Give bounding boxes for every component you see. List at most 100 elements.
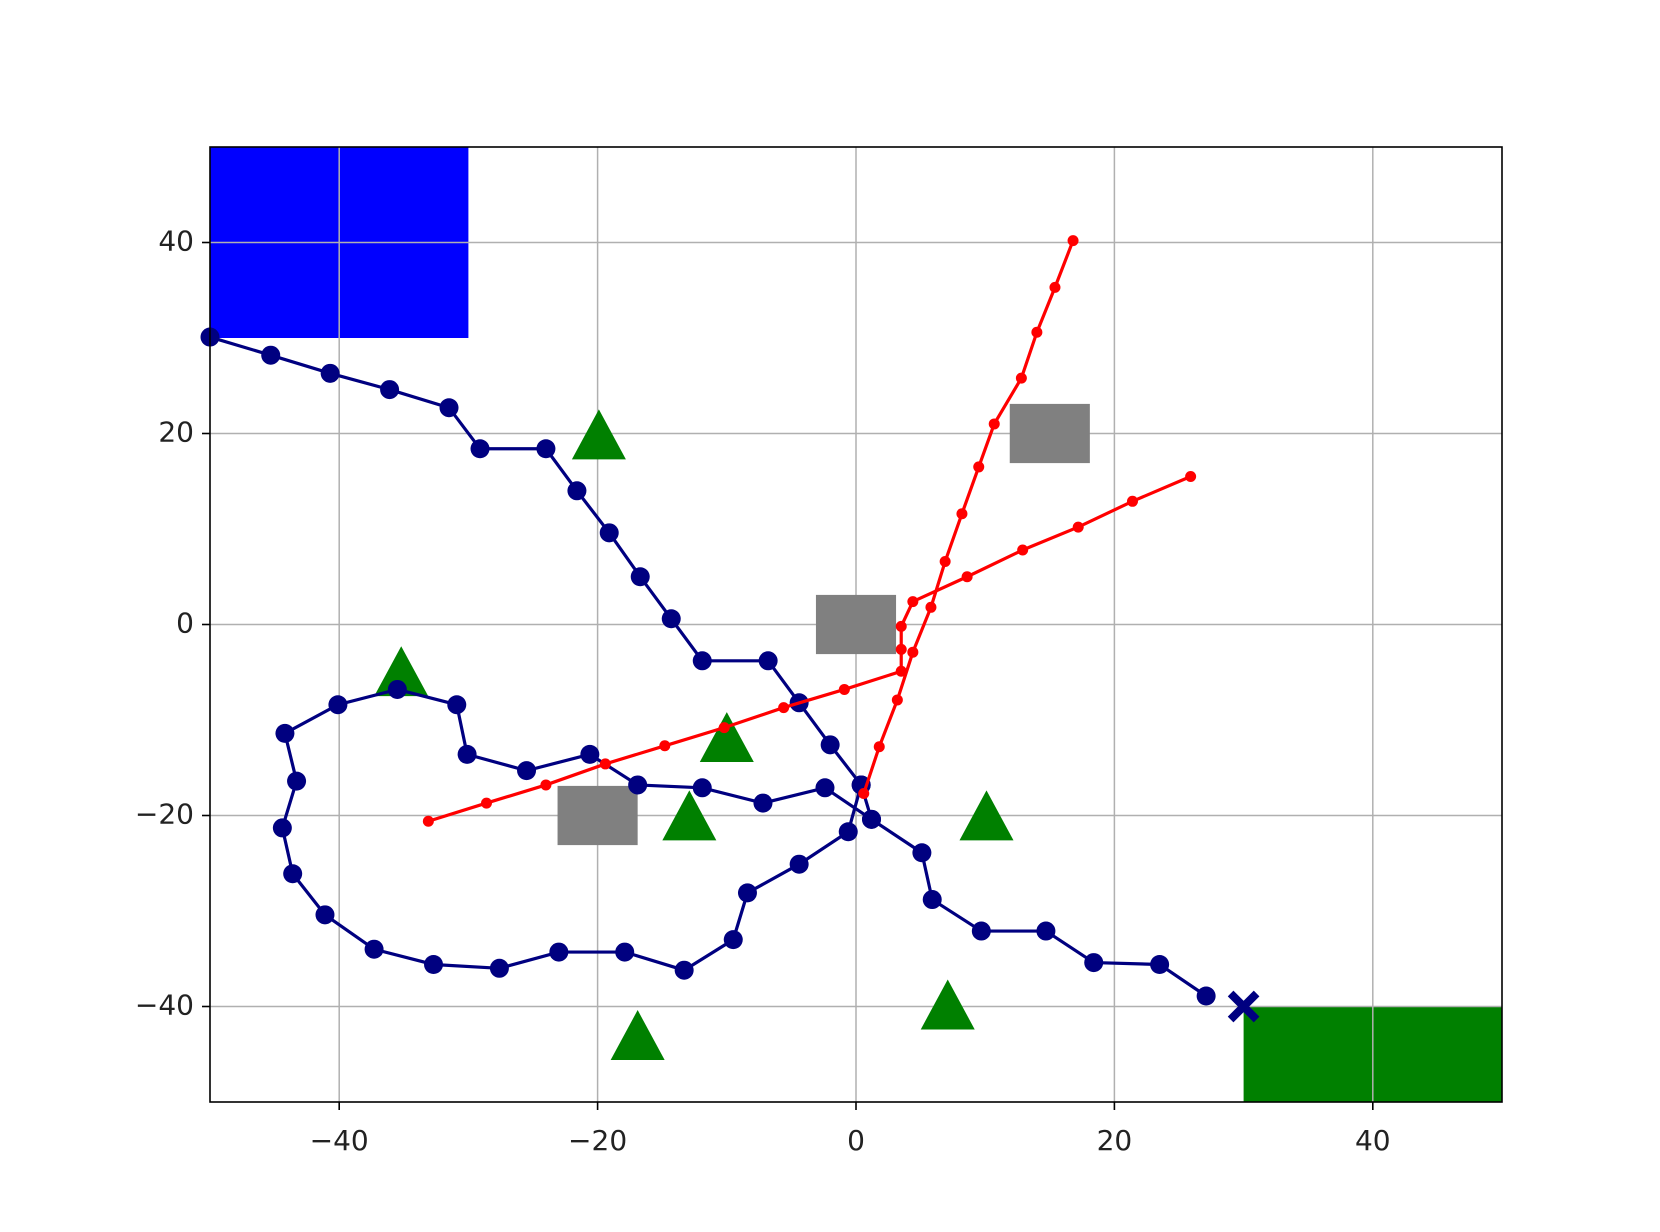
point bbox=[599, 758, 611, 770]
x-tick-label: 20 bbox=[1097, 1124, 1133, 1157]
point bbox=[692, 651, 712, 671]
point bbox=[567, 481, 587, 501]
point bbox=[895, 643, 907, 655]
point bbox=[536, 439, 556, 459]
point bbox=[1036, 921, 1056, 941]
obstacle bbox=[557, 785, 638, 846]
point bbox=[1072, 521, 1084, 533]
point bbox=[1084, 953, 1104, 973]
point bbox=[815, 778, 835, 798]
obstacle bbox=[1009, 403, 1090, 464]
triangle-marker bbox=[610, 1010, 665, 1061]
obstacle bbox=[815, 594, 897, 655]
point bbox=[895, 620, 907, 632]
point bbox=[628, 775, 648, 795]
point bbox=[907, 646, 919, 658]
point bbox=[971, 921, 991, 941]
y-tick-label: −20 bbox=[135, 798, 194, 831]
triangle-marker bbox=[920, 979, 975, 1030]
triangle-marker bbox=[662, 790, 717, 841]
point bbox=[1015, 372, 1027, 384]
point bbox=[961, 571, 973, 583]
point bbox=[1196, 986, 1216, 1006]
point bbox=[778, 702, 790, 714]
point bbox=[753, 793, 773, 813]
point bbox=[820, 735, 840, 755]
point bbox=[275, 723, 295, 743]
point bbox=[261, 345, 281, 365]
point bbox=[1126, 495, 1138, 507]
point bbox=[925, 601, 937, 613]
point bbox=[692, 778, 712, 798]
triangle-marker bbox=[959, 790, 1014, 841]
point bbox=[489, 958, 509, 978]
point bbox=[723, 930, 743, 950]
point bbox=[718, 722, 730, 734]
y-tick-label: −40 bbox=[135, 989, 194, 1022]
point bbox=[895, 665, 907, 677]
point bbox=[272, 818, 292, 838]
point bbox=[630, 567, 650, 587]
point bbox=[549, 942, 569, 962]
point bbox=[956, 508, 968, 520]
triangle-marker bbox=[374, 646, 429, 697]
point bbox=[517, 761, 537, 781]
point bbox=[922, 890, 942, 910]
point bbox=[320, 363, 340, 383]
point bbox=[1185, 470, 1197, 482]
point bbox=[439, 398, 459, 418]
y-tick-label: 40 bbox=[158, 225, 194, 258]
point bbox=[912, 843, 932, 863]
point bbox=[873, 741, 885, 753]
point bbox=[838, 822, 858, 842]
point bbox=[862, 809, 882, 829]
point bbox=[1017, 544, 1029, 556]
x-tick-label: −40 bbox=[310, 1124, 369, 1157]
point bbox=[737, 883, 757, 903]
point bbox=[470, 439, 490, 459]
point bbox=[891, 694, 903, 706]
point bbox=[858, 788, 870, 800]
triangle-marker bbox=[699, 712, 754, 763]
x-tick-label: 40 bbox=[1355, 1124, 1391, 1157]
point bbox=[387, 679, 407, 699]
point bbox=[939, 555, 951, 567]
triangle-marker bbox=[571, 409, 626, 460]
point bbox=[659, 740, 671, 752]
y-tick-label: 20 bbox=[158, 416, 194, 449]
point bbox=[838, 683, 850, 695]
point bbox=[674, 960, 694, 980]
point bbox=[1049, 281, 1061, 293]
point bbox=[480, 797, 492, 809]
goal-marker bbox=[1227, 990, 1260, 1023]
point bbox=[328, 695, 348, 715]
point bbox=[457, 744, 477, 764]
point bbox=[580, 744, 600, 764]
point bbox=[540, 779, 552, 791]
point bbox=[907, 596, 919, 608]
point bbox=[1150, 954, 1170, 974]
trajectory bbox=[209, 335, 1208, 998]
point bbox=[424, 954, 444, 974]
point bbox=[599, 523, 619, 543]
x-tick-label: 0 bbox=[847, 1124, 865, 1157]
point bbox=[364, 939, 384, 959]
point bbox=[380, 380, 400, 400]
point bbox=[973, 461, 985, 473]
point bbox=[789, 854, 809, 874]
point bbox=[988, 418, 1000, 430]
point bbox=[283, 864, 303, 884]
point bbox=[661, 609, 681, 629]
point bbox=[758, 651, 778, 671]
point bbox=[1031, 326, 1043, 338]
point bbox=[447, 695, 467, 715]
x-tick-label: −20 bbox=[568, 1124, 627, 1157]
point bbox=[287, 771, 307, 791]
y-tick-label: 0 bbox=[176, 607, 194, 640]
point bbox=[1067, 235, 1079, 247]
point bbox=[422, 815, 434, 827]
point bbox=[315, 905, 335, 925]
point bbox=[615, 942, 635, 962]
